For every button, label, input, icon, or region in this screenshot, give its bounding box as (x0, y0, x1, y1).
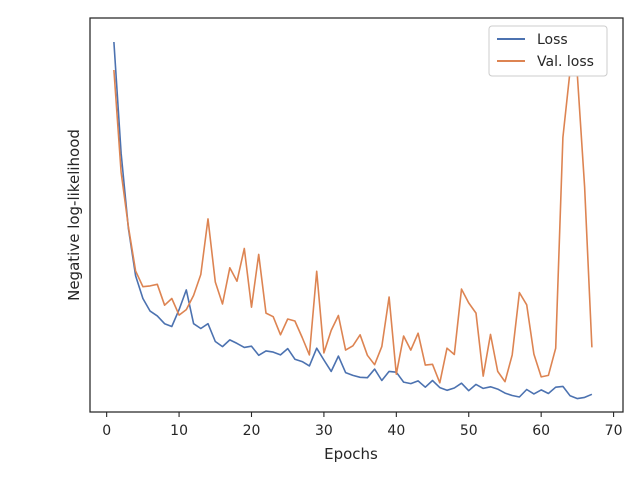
x-tick-label: 50 (460, 423, 478, 439)
x-tick-label: 30 (315, 423, 333, 439)
x-tick-label: 10 (170, 423, 188, 439)
series-line-loss (113, 41, 593, 400)
x-axis-label: Epochs (324, 445, 378, 463)
x-tick-label: 40 (387, 423, 405, 439)
legend-label-loss: Loss (537, 32, 568, 48)
legend-label-val-loss: Val. loss (537, 54, 594, 70)
legend: Loss Val. loss (488, 25, 608, 77)
x-tick-label: 60 (532, 423, 550, 439)
x-tick-label: 70 (605, 423, 623, 439)
y-axis-label: Negative log-likelihood (65, 129, 83, 301)
plot-background (90, 18, 623, 412)
series-line-val-loss (113, 69, 593, 384)
plot-frame (89, 17, 624, 413)
series-layer (113, 41, 593, 400)
x-axis: 0 10 20 30 40 50 60 70 (102, 412, 622, 439)
x-tick-label: 0 (102, 423, 111, 439)
x-tick-label: 20 (243, 423, 261, 439)
